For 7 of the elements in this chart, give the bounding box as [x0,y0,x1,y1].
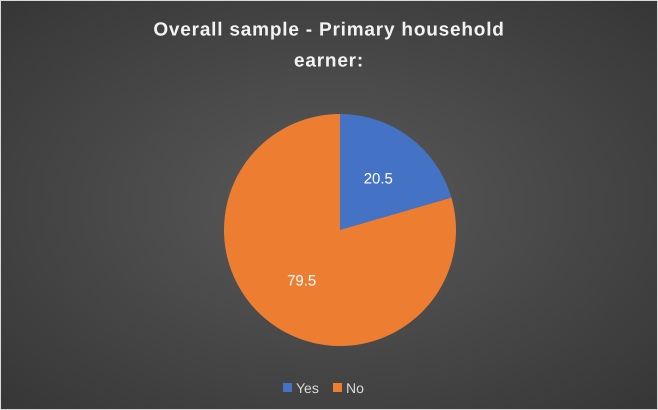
data-label: 20.5 [364,170,393,188]
chart-title: Overall sample - Primary household earner: [153,20,505,72]
pie-slice [340,114,452,230]
legend-label: No [346,380,364,396]
legend-label: Yes [296,380,319,396]
pie-slice [224,114,456,346]
data-label: 79.5 [287,272,316,290]
